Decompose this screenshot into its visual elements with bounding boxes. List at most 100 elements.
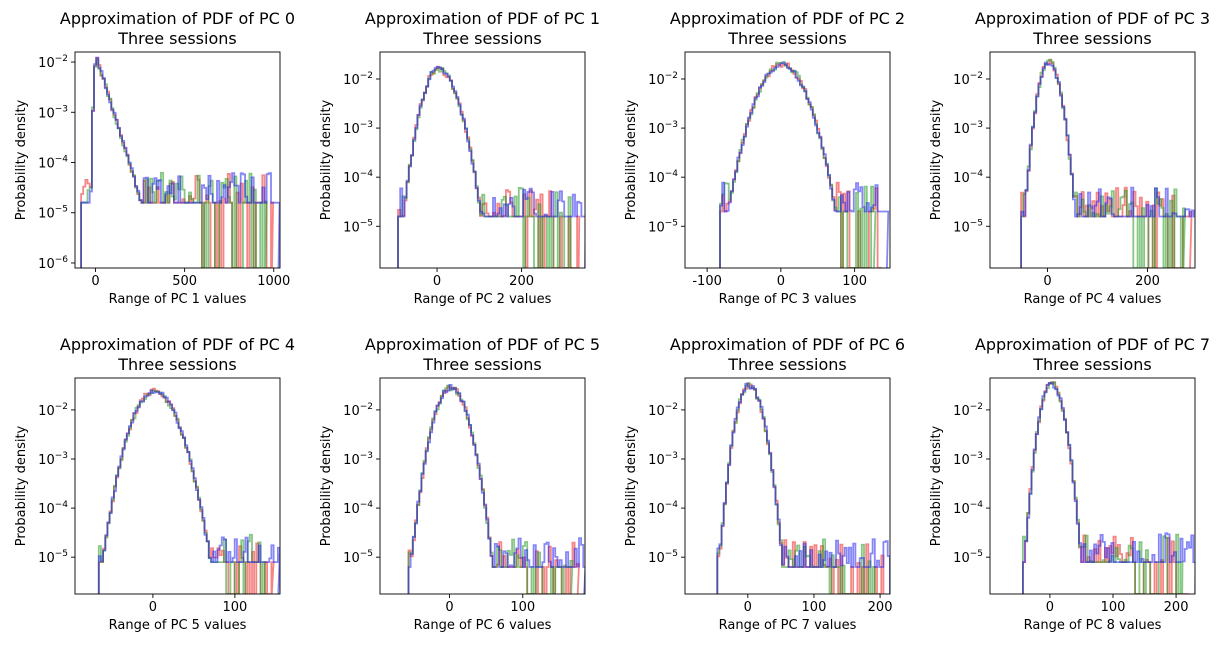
subplot-title: Approximation of PDF of PC 0 <box>60 9 295 28</box>
subplot-subtitle: Three sessions <box>422 355 541 374</box>
series-1 <box>719 61 877 268</box>
y-tick-label: 10−2 <box>38 402 68 419</box>
axes-frame <box>379 377 586 595</box>
subplot-title: Approximation of PDF of PC 5 <box>365 335 600 354</box>
subplot-title: Approximation of PDF of PC 6 <box>670 335 905 354</box>
x-axis-label: Range of PC 2 values <box>414 292 552 307</box>
x-tick-label: 0 <box>149 600 157 615</box>
y-tick-label: 10−5 <box>343 218 373 235</box>
axes-frame <box>684 51 891 269</box>
axes-frame <box>684 377 891 595</box>
subplot-6: 0 100 200 10−2 10−3 10−4 10−5 Approximation of … <box>624 335 905 633</box>
y-tick-label: 10−2 <box>953 402 983 419</box>
y-tick-label: 10−2 <box>648 402 678 419</box>
y-tick-label: 10−2 <box>648 71 678 88</box>
x-axis-label: Range of PC 3 values <box>719 292 857 307</box>
series-2 <box>1020 61 1195 268</box>
x-tick-label: 0 <box>1043 274 1051 289</box>
series-2 <box>1022 382 1195 594</box>
y-tick-label: 10−4 <box>38 500 68 517</box>
axes-frame <box>74 377 281 595</box>
subplot-subtitle: Three sessions <box>117 29 236 48</box>
subplot-subtitle: Three sessions <box>727 355 846 374</box>
y-tick-label: 10−4 <box>343 500 373 517</box>
series-0 <box>397 66 581 268</box>
plot-area <box>407 384 585 594</box>
x-tick-label: 0 <box>1046 600 1054 615</box>
y-axis-label: Probability density <box>319 425 334 546</box>
subplot-subtitle: Three sessions <box>422 29 541 48</box>
series-2 <box>97 389 280 594</box>
plot-area <box>397 65 585 268</box>
subplot-2: -100 0 100 10−2 10−3 10−4 10−5 Approximation of… <box>624 9 905 307</box>
series-2 <box>716 382 890 594</box>
series-0 <box>97 387 275 594</box>
subplot-3: 0 200 10−2 10−3 10−4 10−5 Approximation of PDF… <box>929 9 1210 307</box>
x-tick-label: 200 <box>1164 600 1189 615</box>
x-tick-label: 200 <box>509 274 534 289</box>
y-tick-label: 10−4 <box>343 169 373 186</box>
y-tick-label: 10−6 <box>38 255 68 272</box>
y-tick-label: 10−3 <box>343 451 373 468</box>
y-tick-label: 10−4 <box>648 500 678 517</box>
x-tick-label: 100 <box>1101 600 1126 615</box>
subplot-4: 0 100 10−2 10−3 10−4 10−5 Approximation of PDF… <box>14 335 295 633</box>
subplot-title: Approximation of PDF of PC 7 <box>975 335 1210 354</box>
y-tick-label: 10−3 <box>343 120 373 137</box>
y-tick-label: 10−3 <box>953 120 983 137</box>
plot-area <box>1022 381 1195 594</box>
y-tick-label: 10−5 <box>953 218 983 235</box>
series-0 <box>716 382 885 594</box>
plot-area <box>97 387 280 594</box>
x-axis-label: Range of PC 6 values <box>414 618 552 633</box>
y-tick-label: 10−3 <box>38 104 68 121</box>
y-tick-label: 10−2 <box>343 402 373 419</box>
x-tick-label: 100 <box>802 600 827 615</box>
subplot-subtitle: Three sessions <box>117 355 236 374</box>
y-tick-label: 10−5 <box>343 549 373 566</box>
subplot-subtitle: Three sessions <box>1032 29 1151 48</box>
y-tick-label: 10−4 <box>38 155 68 172</box>
subplot-subtitle: Three sessions <box>727 29 846 48</box>
x-tick-label: 200 <box>868 600 893 615</box>
subplot-title: Approximation of PDF of PC 2 <box>670 9 905 28</box>
y-tick-label: 10−5 <box>38 549 68 566</box>
y-tick-label: 10−3 <box>38 451 68 468</box>
x-axis-label: Range of PC 1 values <box>109 292 247 307</box>
x-axis-label: Range of PC 7 values <box>719 618 857 633</box>
axes-frame <box>989 377 1196 595</box>
x-tick-label: 100 <box>842 274 867 289</box>
series-2 <box>719 62 890 268</box>
y-axis-label: Probability density <box>14 425 29 546</box>
x-tick-label: 100 <box>510 600 535 615</box>
subplot-title: Approximation of PDF of PC 3 <box>975 9 1210 28</box>
x-tick-label: 0 <box>445 600 453 615</box>
subplot-title: Approximation of PDF of PC 4 <box>60 335 295 354</box>
y-tick-label: 10−3 <box>648 451 678 468</box>
y-axis-label: Probability density <box>624 99 639 220</box>
x-tick-label: -100 <box>692 274 722 289</box>
y-axis-label: Probability density <box>319 99 334 220</box>
plot-area <box>1020 58 1195 268</box>
x-axis-label: Range of PC 5 values <box>109 618 247 633</box>
y-tick-label: 10−4 <box>953 500 983 517</box>
y-axis-label: Probability density <box>929 99 944 220</box>
y-tick-label: 10−4 <box>648 169 678 186</box>
series-2 <box>80 56 280 268</box>
y-tick-label: 10−2 <box>343 71 373 88</box>
y-axis-label: Probability density <box>624 425 639 546</box>
x-tick-label: 1000 <box>257 274 290 289</box>
y-tick-label: 10−3 <box>648 120 678 137</box>
y-tick-label: 10−5 <box>648 549 678 566</box>
y-tick-label: 10−4 <box>953 169 983 186</box>
y-tick-label: 10−5 <box>648 218 678 235</box>
y-axis-label: Probability density <box>929 425 944 546</box>
x-tick-label: 200 <box>1135 274 1160 289</box>
axes-frame <box>989 51 1196 269</box>
axes-frame <box>74 51 281 269</box>
y-tick-label: 10−2 <box>953 71 983 88</box>
subplot-title: Approximation of PDF of PC 1 <box>365 9 600 28</box>
axes-frame <box>379 51 586 269</box>
x-axis-label: Range of PC 4 values <box>1024 292 1162 307</box>
